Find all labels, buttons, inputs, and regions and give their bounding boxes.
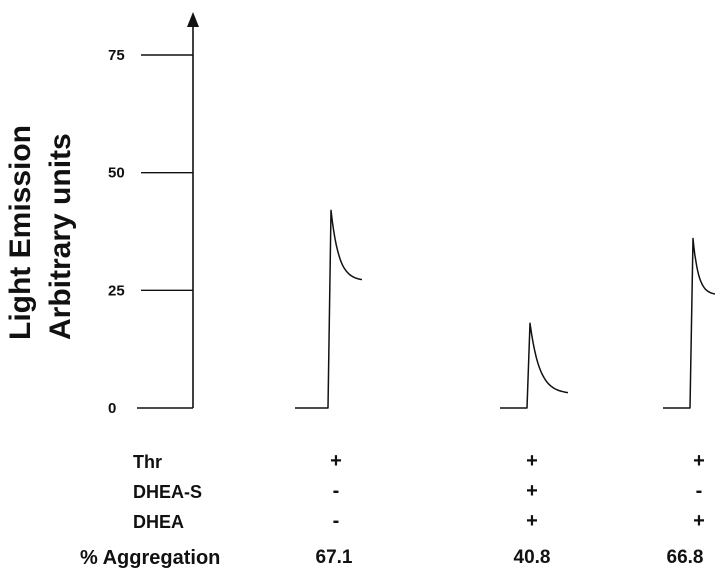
- dhea-s-sign-2: +: [526, 480, 538, 502]
- aggregation-value-2: 40.8: [513, 547, 551, 568]
- condition-label-dhea-s: DHEA-S: [133, 482, 203, 502]
- aggregation-value-1: 67.1: [315, 547, 353, 568]
- y-axis-arrow-icon: [187, 12, 199, 27]
- y-axis-label-line-2: Arbitrary units: [44, 133, 77, 340]
- emission-trace-2: [500, 322, 569, 409]
- emission-trace-1: [295, 209, 363, 409]
- y-tick-label-25: 25: [108, 282, 125, 299]
- y-axis-label-line-1: Light Emission: [4, 124, 37, 340]
- condition-label-thr: Thr: [133, 452, 162, 472]
- y-tick-label-75: 75: [108, 47, 125, 64]
- aggregation-label: % Aggregation: [80, 547, 221, 569]
- y-tick-label-0: 0: [108, 400, 116, 417]
- aggregation-value-3: 66.8: [666, 547, 704, 568]
- dhea-s-sign-1: -: [332, 480, 340, 502]
- dhea-sign-3: +: [693, 510, 705, 532]
- y-tick-label-50: 50: [108, 165, 125, 182]
- thr-sign-1: +: [330, 450, 342, 472]
- thr-sign-2: +: [526, 450, 538, 472]
- thr-sign-3: +: [693, 450, 705, 472]
- dhea-sign-2: +: [526, 510, 538, 532]
- emission-trace-3: [663, 237, 715, 409]
- plot-area: 0 25 50 75: [108, 12, 715, 417]
- dhea-s-sign-3: -: [695, 480, 703, 502]
- dhea-sign-1: -: [332, 510, 340, 532]
- condition-label-dhea: DHEA: [133, 512, 185, 532]
